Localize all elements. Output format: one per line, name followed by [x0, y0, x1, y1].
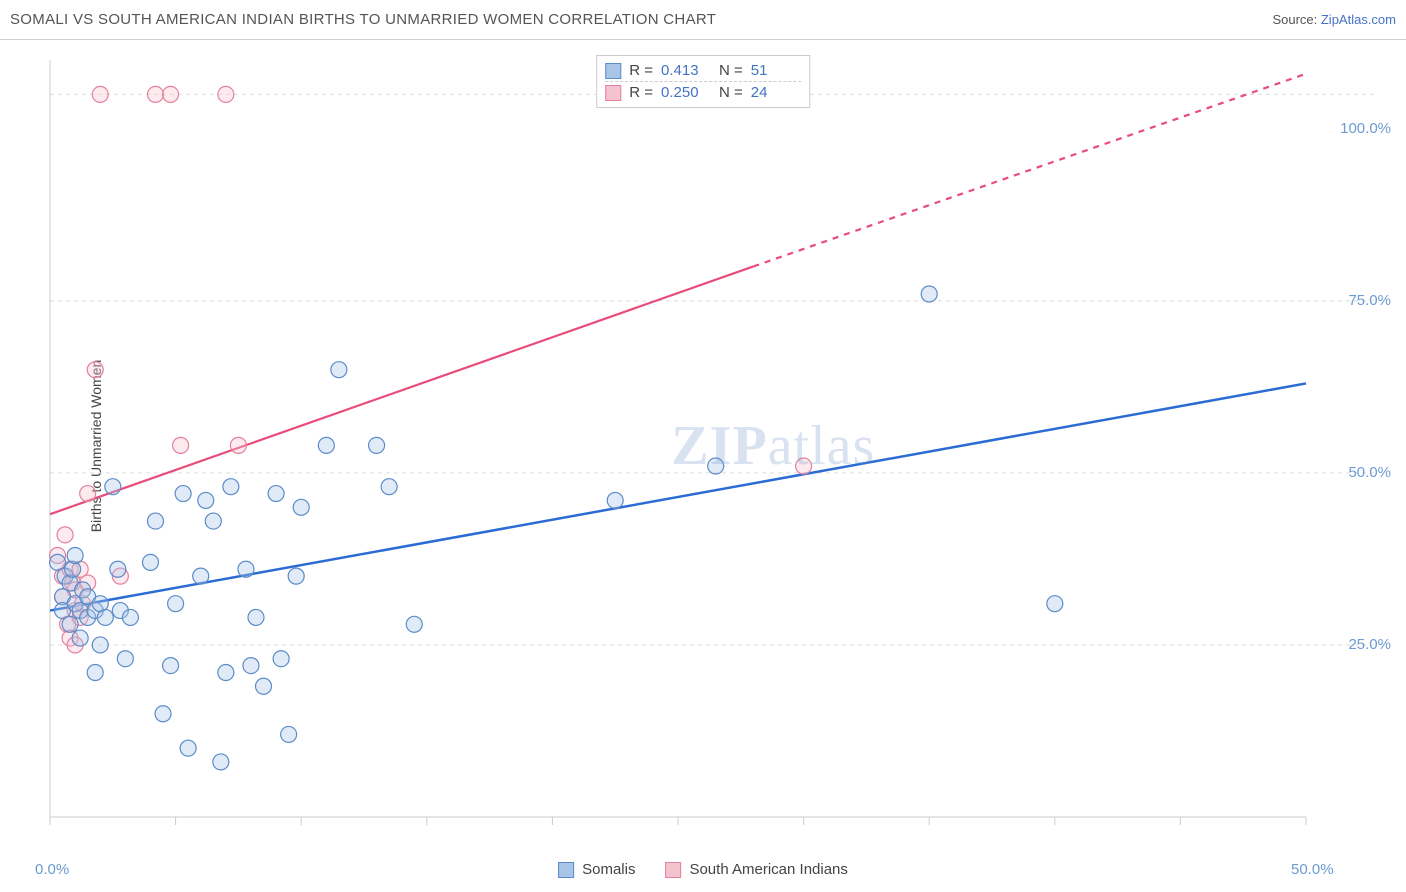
scatter-plot — [45, 55, 1376, 842]
source-link[interactable]: ZipAtlas.com — [1321, 12, 1396, 27]
legend-item-blue: Somalis — [558, 861, 635, 878]
swatch-blue-icon — [558, 862, 574, 878]
legend-label-pink: South American Indians — [689, 861, 847, 878]
x-tick-label: 0.0% — [35, 861, 69, 878]
legend-item-pink: South American Indians — [665, 861, 847, 878]
swatch-blue-icon — [605, 63, 621, 79]
y-tick-label: 75.0% — [1348, 292, 1391, 309]
swatch-pink-icon — [665, 862, 681, 878]
header-bar: SOMALI VS SOUTH AMERICAN INDIAN BIRTHS T… — [0, 0, 1406, 40]
source-label: Source: ZipAtlas.com — [1272, 12, 1396, 27]
x-tick-label: 50.0% — [1291, 861, 1334, 878]
y-tick-label: 25.0% — [1348, 636, 1391, 653]
y-tick-label: 100.0% — [1340, 120, 1391, 137]
legend-label-blue: Somalis — [582, 861, 635, 878]
chart-container: SOMALI VS SOUTH AMERICAN INDIAN BIRTHS T… — [0, 0, 1406, 892]
y-tick-label: 50.0% — [1348, 464, 1391, 481]
stats-legend-box: R = 0.413 N = 51 R = 0.250 N = 24 — [596, 55, 810, 108]
stats-row-pink: R = 0.250 N = 24 — [605, 81, 801, 103]
chart-title: SOMALI VS SOUTH AMERICAN INDIAN BIRTHS T… — [10, 11, 716, 28]
swatch-pink-icon — [605, 85, 621, 101]
stats-row-blue: R = 0.413 N = 51 — [605, 60, 801, 81]
bottom-legend: Somalis South American Indians — [558, 861, 848, 878]
